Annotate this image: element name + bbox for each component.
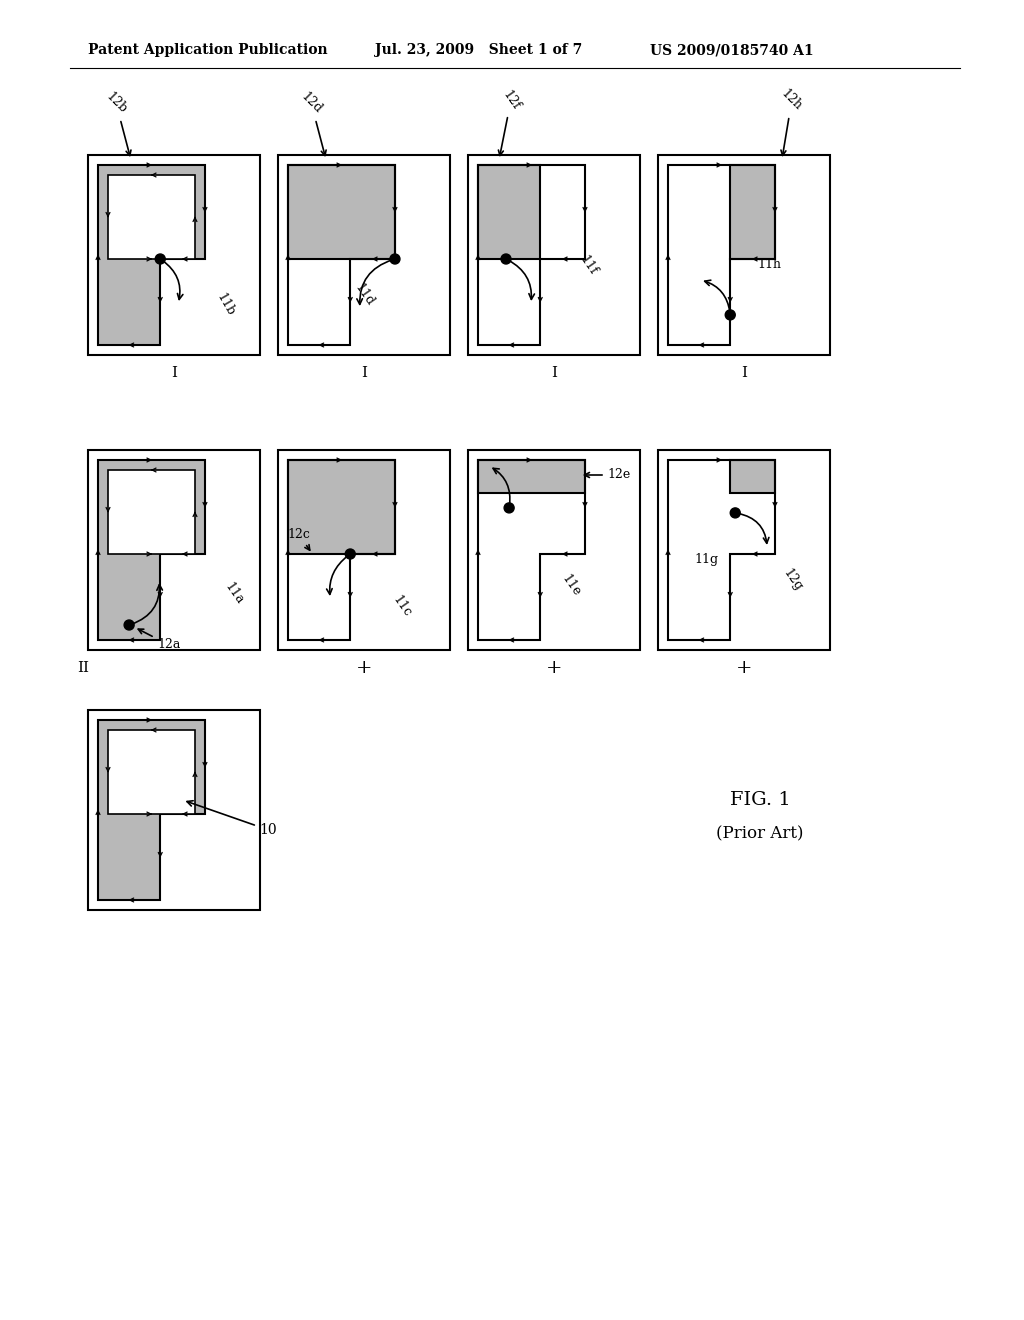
Polygon shape: [730, 459, 775, 492]
Bar: [108, 470, 195, 554]
Bar: [658, 450, 830, 649]
Bar: [468, 450, 640, 649]
Text: 11d: 11d: [352, 281, 376, 309]
Circle shape: [156, 253, 165, 264]
Text: 12f: 12f: [499, 88, 522, 156]
Polygon shape: [730, 165, 775, 259]
Text: FIG. 1: FIG. 1: [730, 791, 791, 809]
Bar: [108, 176, 195, 259]
Text: 11g: 11g: [694, 553, 718, 566]
Polygon shape: [478, 165, 541, 259]
Bar: [88, 154, 260, 355]
Text: 12g: 12g: [780, 566, 805, 594]
Text: 12h: 12h: [779, 87, 805, 156]
Circle shape: [345, 549, 355, 558]
Polygon shape: [98, 719, 205, 900]
Text: +: +: [736, 659, 753, 677]
Text: 11h: 11h: [758, 259, 781, 272]
Circle shape: [390, 253, 400, 264]
Bar: [278, 154, 450, 355]
Text: 12c: 12c: [287, 528, 310, 550]
Bar: [108, 730, 195, 814]
Text: I: I: [551, 366, 557, 380]
Circle shape: [504, 503, 514, 513]
Text: Patent Application Publication: Patent Application Publication: [88, 44, 328, 57]
Text: (Prior Art): (Prior Art): [716, 825, 804, 842]
Text: 12b: 12b: [103, 90, 131, 156]
Text: 11b: 11b: [214, 292, 238, 318]
Text: +: +: [546, 659, 562, 677]
Polygon shape: [98, 459, 205, 640]
Bar: [468, 154, 640, 355]
Text: 12e: 12e: [585, 469, 631, 482]
Text: +: +: [355, 659, 373, 677]
Text: 12d: 12d: [298, 90, 326, 156]
Circle shape: [501, 253, 511, 264]
Text: 11a: 11a: [222, 581, 246, 607]
Text: 10: 10: [187, 801, 278, 837]
Text: II: II: [77, 661, 89, 675]
Bar: [88, 710, 260, 909]
Text: 11f: 11f: [578, 253, 600, 277]
Polygon shape: [288, 459, 395, 554]
Polygon shape: [288, 165, 395, 259]
Text: I: I: [171, 366, 177, 380]
Text: 11e: 11e: [559, 573, 584, 599]
Bar: [278, 450, 450, 649]
Circle shape: [725, 310, 735, 319]
Bar: [658, 154, 830, 355]
Circle shape: [124, 620, 134, 630]
Text: 11c: 11c: [390, 593, 414, 619]
Text: 12a: 12a: [138, 630, 181, 652]
Text: I: I: [741, 366, 746, 380]
Polygon shape: [98, 165, 205, 345]
Text: US 2009/0185740 A1: US 2009/0185740 A1: [650, 44, 814, 57]
Bar: [88, 450, 260, 649]
Text: I: I: [361, 366, 367, 380]
Circle shape: [730, 508, 740, 517]
Polygon shape: [478, 459, 585, 492]
Text: Jul. 23, 2009   Sheet 1 of 7: Jul. 23, 2009 Sheet 1 of 7: [375, 44, 583, 57]
